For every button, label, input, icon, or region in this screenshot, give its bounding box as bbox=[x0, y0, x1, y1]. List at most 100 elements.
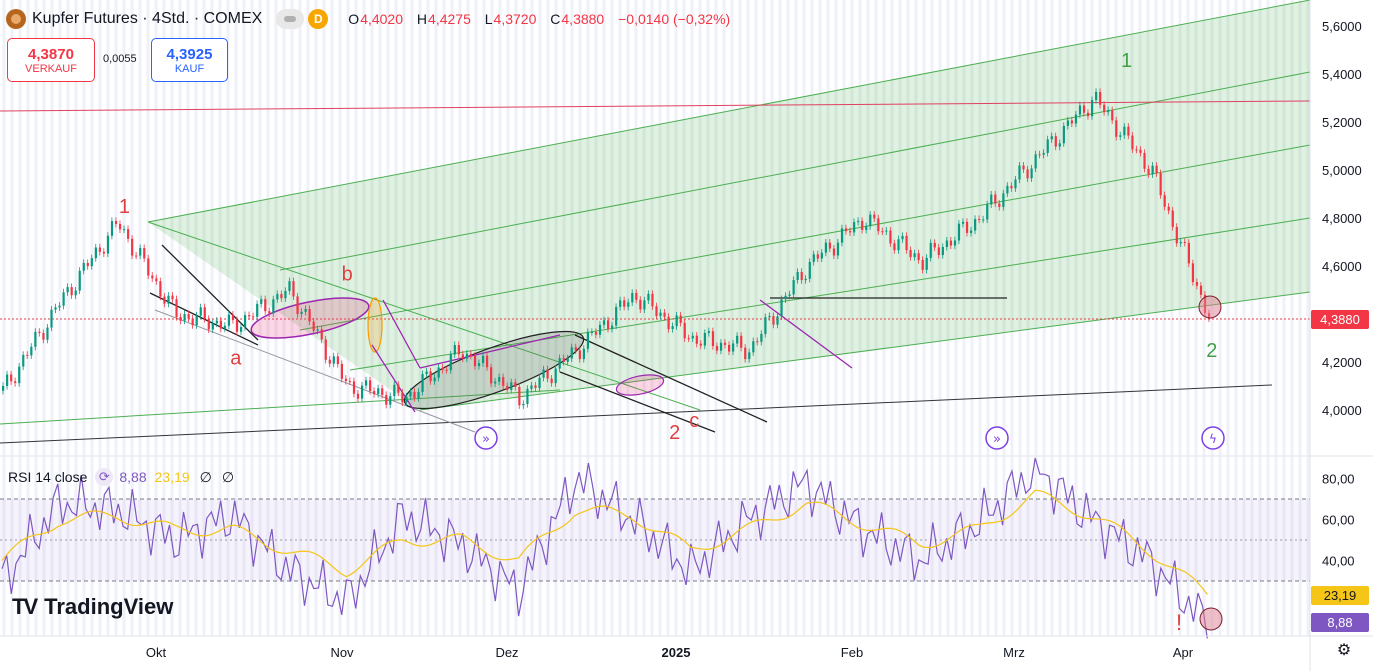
candle-body bbox=[970, 230, 973, 233]
candle-body bbox=[764, 317, 767, 334]
analysis-drawings bbox=[149, 244, 1007, 433]
candle-body bbox=[155, 278, 158, 282]
candle-body bbox=[494, 381, 497, 384]
candle-body bbox=[106, 235, 110, 254]
candle-body bbox=[94, 247, 97, 259]
candle-body bbox=[965, 221, 969, 233]
candle-body bbox=[296, 296, 299, 315]
candle-body bbox=[1038, 154, 1041, 156]
candle-body bbox=[542, 369, 545, 378]
candle-body bbox=[937, 247, 940, 256]
candle-body bbox=[913, 253, 916, 258]
time-label: Mrz bbox=[1003, 645, 1025, 660]
candle-body bbox=[1002, 193, 1005, 207]
rsi-tick-label: 40,00 bbox=[1322, 554, 1355, 569]
candle-body bbox=[159, 281, 162, 297]
pattern-ellipse-3 bbox=[615, 374, 665, 396]
copper-logo-icon bbox=[6, 9, 26, 29]
candle-body bbox=[409, 391, 412, 397]
candle-body bbox=[312, 321, 315, 331]
refresh-icon[interactable]: ⟳ bbox=[95, 468, 114, 486]
candle-body bbox=[582, 348, 585, 360]
events-icon-1[interactable]: » bbox=[474, 426, 498, 450]
candle-body bbox=[62, 292, 65, 306]
candle-body bbox=[961, 221, 965, 224]
delay-badge: D bbox=[308, 9, 329, 29]
candle-body bbox=[498, 377, 501, 382]
candle-body bbox=[163, 296, 166, 304]
candle-body bbox=[58, 305, 61, 308]
candle-body bbox=[1086, 112, 1090, 117]
candle-body bbox=[792, 280, 795, 295]
flash-icon[interactable]: ϟ bbox=[1201, 426, 1225, 450]
candle-body bbox=[558, 358, 561, 369]
candle-body bbox=[800, 271, 803, 281]
candle-body bbox=[546, 369, 549, 379]
candle-body bbox=[1167, 206, 1170, 211]
candle-body bbox=[598, 324, 602, 335]
tradingview-mark-icon: TV bbox=[12, 594, 38, 619]
candle-body bbox=[336, 356, 339, 365]
candle-body bbox=[381, 388, 384, 395]
sell-button[interactable]: 4,3870 VERKAUF bbox=[7, 38, 95, 82]
price-tick-label: 5,0000 bbox=[1322, 163, 1362, 178]
candle-body bbox=[449, 354, 452, 371]
candle-body bbox=[171, 295, 174, 300]
candle-body bbox=[10, 374, 13, 382]
price-tick-label: 4,0000 bbox=[1322, 403, 1362, 418]
candle-body bbox=[990, 194, 993, 205]
candle-body bbox=[550, 378, 553, 384]
candle-body bbox=[473, 355, 477, 367]
pattern-line-2 bbox=[574, 334, 768, 423]
candle-body bbox=[865, 226, 868, 230]
candle-body bbox=[26, 354, 29, 356]
tradingview-logo[interactable]: TV TradingView bbox=[12, 594, 174, 619]
candle-body bbox=[1123, 126, 1126, 136]
candle-body bbox=[909, 249, 912, 258]
candle-body bbox=[784, 295, 787, 300]
candle-body bbox=[897, 239, 900, 251]
candle-body bbox=[486, 355, 489, 368]
candle-body bbox=[264, 299, 267, 312]
candle-body bbox=[127, 229, 130, 239]
candle-body bbox=[490, 367, 493, 384]
rsi-title[interactable]: RSI 14 close bbox=[8, 469, 88, 485]
candle-body bbox=[816, 254, 819, 259]
candle-body bbox=[1078, 105, 1082, 115]
candle-body bbox=[723, 342, 727, 345]
time-label: Nov bbox=[330, 645, 354, 660]
symbol-title[interactable]: Kupfer Futures · 4Std. · COMEX bbox=[32, 10, 263, 27]
settings-gear-icon[interactable]: ⚙ bbox=[1336, 642, 1352, 659]
candle-body bbox=[639, 299, 642, 310]
candle-body bbox=[611, 325, 614, 329]
candle-body bbox=[1107, 110, 1110, 113]
candle-body bbox=[1115, 120, 1118, 137]
candle-body bbox=[828, 242, 832, 249]
candle-body bbox=[421, 374, 424, 392]
buy-button[interactable]: 4,3925 KAUF bbox=[151, 38, 228, 82]
rsi-ma-tag: 23,19 bbox=[1311, 586, 1369, 605]
candle-body bbox=[288, 281, 291, 291]
candle-body bbox=[1099, 91, 1102, 105]
candle-body bbox=[635, 292, 638, 300]
candle-body bbox=[824, 242, 827, 253]
candle-body bbox=[1163, 195, 1166, 207]
candle-body bbox=[316, 329, 319, 331]
svg-text:ϟ: ϟ bbox=[1209, 432, 1217, 446]
candle-body bbox=[695, 335, 698, 344]
candle-body bbox=[235, 320, 239, 332]
candle-body bbox=[1151, 165, 1154, 175]
candle-body bbox=[1046, 139, 1049, 153]
candle-body bbox=[1147, 168, 1150, 175]
visibility-toggle-icon[interactable] bbox=[276, 9, 305, 29]
candle-body bbox=[675, 315, 678, 327]
candle-body bbox=[905, 235, 908, 250]
candle-body bbox=[687, 338, 690, 340]
candle-body bbox=[429, 371, 432, 382]
candle-body bbox=[110, 221, 114, 236]
candle-body bbox=[986, 204, 989, 220]
candle-body bbox=[1030, 168, 1033, 179]
events-icon-2[interactable]: » bbox=[985, 426, 1009, 450]
candle-body bbox=[340, 364, 343, 379]
